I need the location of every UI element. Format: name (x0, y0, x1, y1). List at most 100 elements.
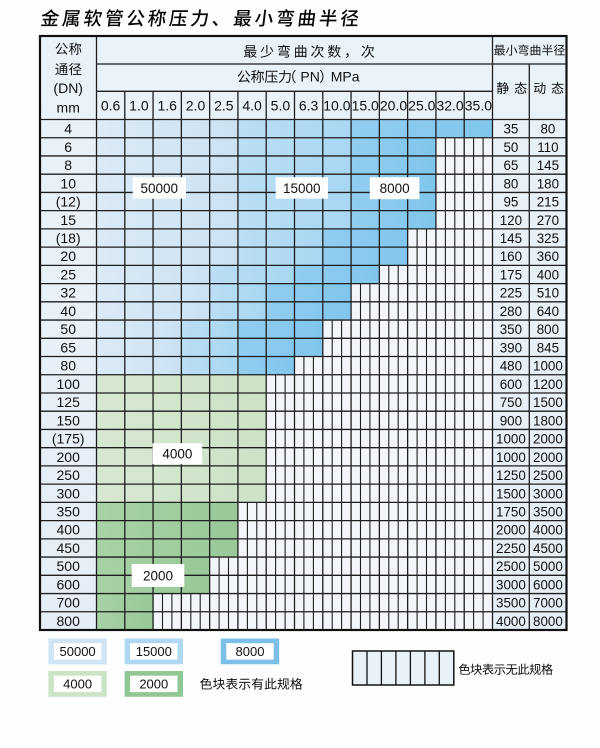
svg-text:160: 160 (500, 249, 522, 264)
svg-text:180: 180 (537, 176, 559, 191)
svg-text:1750: 1750 (496, 505, 526, 520)
svg-text:(175): (175) (52, 431, 85, 447)
svg-text:750: 750 (500, 395, 522, 410)
svg-text:PN: PN (300, 68, 319, 84)
svg-text:7000: 7000 (533, 596, 563, 611)
svg-text:20.0: 20.0 (380, 97, 407, 113)
svg-text:120: 120 (500, 213, 522, 228)
svg-text:(18): (18) (56, 230, 81, 246)
svg-text:3000: 3000 (496, 577, 526, 592)
svg-text:350: 350 (500, 322, 522, 337)
svg-text:4000: 4000 (63, 677, 92, 692)
svg-text:600: 600 (500, 377, 522, 392)
svg-text:50000: 50000 (141, 181, 179, 196)
svg-text:1.6: 1.6 (157, 97, 177, 113)
svg-text:35: 35 (503, 122, 518, 137)
svg-text:2000: 2000 (533, 450, 563, 465)
svg-text:MPa: MPa (331, 68, 360, 84)
svg-text:510: 510 (537, 286, 559, 301)
svg-text:3500: 3500 (496, 596, 526, 611)
svg-text:1000: 1000 (496, 450, 526, 465)
svg-text:15.0: 15.0 (352, 97, 379, 113)
svg-text:32: 32 (60, 285, 76, 301)
svg-text:4000: 4000 (162, 447, 192, 462)
svg-text:450: 450 (57, 540, 81, 556)
svg-text:15000: 15000 (136, 644, 172, 659)
svg-text:80: 80 (540, 122, 555, 137)
svg-text:4500: 4500 (533, 541, 563, 556)
svg-text:300: 300 (57, 485, 81, 501)
svg-text:2500: 2500 (533, 468, 563, 483)
svg-text:15000: 15000 (283, 181, 321, 196)
svg-text:390: 390 (500, 340, 522, 355)
svg-text:8000: 8000 (533, 614, 563, 629)
svg-text:1200: 1200 (533, 377, 563, 392)
svg-text:145: 145 (500, 231, 522, 246)
svg-text:6: 6 (64, 139, 72, 155)
svg-text:280: 280 (500, 304, 522, 319)
svg-text:4: 4 (64, 121, 72, 137)
svg-text:1000: 1000 (496, 432, 526, 447)
svg-text:150: 150 (57, 412, 81, 428)
svg-text:2000: 2000 (139, 677, 168, 692)
svg-text:35.0: 35.0 (465, 97, 492, 113)
svg-text:1.0: 1.0 (129, 97, 149, 113)
svg-text:400: 400 (537, 268, 559, 283)
svg-text:500: 500 (57, 558, 81, 574)
svg-text:1250: 1250 (496, 468, 526, 483)
svg-text:95: 95 (503, 195, 518, 210)
svg-text:15: 15 (60, 212, 76, 228)
svg-text:0.6: 0.6 (101, 97, 121, 113)
svg-text:50: 50 (60, 321, 76, 337)
svg-text:25: 25 (60, 267, 76, 283)
svg-text:40: 40 (60, 303, 76, 319)
svg-text:8000: 8000 (236, 644, 265, 659)
svg-text:3500: 3500 (533, 505, 563, 520)
svg-text:(DN): (DN) (53, 80, 83, 96)
svg-text:(12): (12) (56, 194, 81, 210)
svg-text:4.0: 4.0 (242, 97, 262, 113)
svg-text:4000: 4000 (496, 614, 526, 629)
svg-text:2.0: 2.0 (186, 97, 206, 113)
svg-text:5000: 5000 (533, 559, 563, 574)
svg-text:2500: 2500 (496, 559, 526, 574)
svg-text:250: 250 (57, 467, 81, 483)
svg-text:325: 325 (537, 231, 559, 246)
svg-text:6.3: 6.3 (299, 97, 319, 113)
svg-text:800: 800 (57, 613, 81, 629)
svg-text:2000: 2000 (143, 569, 173, 584)
svg-text:225: 225 (500, 286, 522, 301)
svg-text:2000: 2000 (496, 523, 526, 538)
svg-text:1500: 1500 (533, 395, 563, 410)
svg-text:1500: 1500 (496, 486, 526, 501)
svg-text:175: 175 (500, 268, 522, 283)
svg-text:5.0: 5.0 (271, 97, 291, 113)
svg-text:8: 8 (64, 157, 72, 173)
svg-text:700: 700 (57, 595, 81, 611)
svg-text:215: 215 (537, 195, 559, 210)
svg-text:25.0: 25.0 (408, 97, 435, 113)
svg-text:100: 100 (57, 376, 81, 392)
svg-text:50: 50 (503, 140, 518, 155)
svg-text:200: 200 (57, 449, 81, 465)
svg-text:65: 65 (60, 339, 76, 355)
svg-text:80: 80 (60, 358, 76, 374)
svg-text:600: 600 (57, 576, 81, 592)
svg-text:3000: 3000 (533, 486, 563, 501)
svg-text:480: 480 (500, 359, 522, 374)
svg-text:350: 350 (57, 504, 81, 520)
svg-text:270: 270 (537, 213, 559, 228)
svg-text:20: 20 (60, 248, 76, 264)
svg-text:400: 400 (57, 522, 81, 538)
svg-text:4000: 4000 (533, 523, 563, 538)
svg-text:1000: 1000 (533, 359, 563, 374)
svg-text:mm: mm (57, 99, 80, 115)
svg-text:2000: 2000 (533, 432, 563, 447)
svg-text:50000: 50000 (60, 644, 96, 659)
svg-text:145: 145 (537, 158, 559, 173)
svg-text:6000: 6000 (533, 577, 563, 592)
svg-text:10: 10 (60, 175, 76, 191)
svg-text:125: 125 (57, 394, 81, 410)
svg-text:110: 110 (537, 140, 558, 155)
svg-text:80: 80 (503, 176, 518, 191)
